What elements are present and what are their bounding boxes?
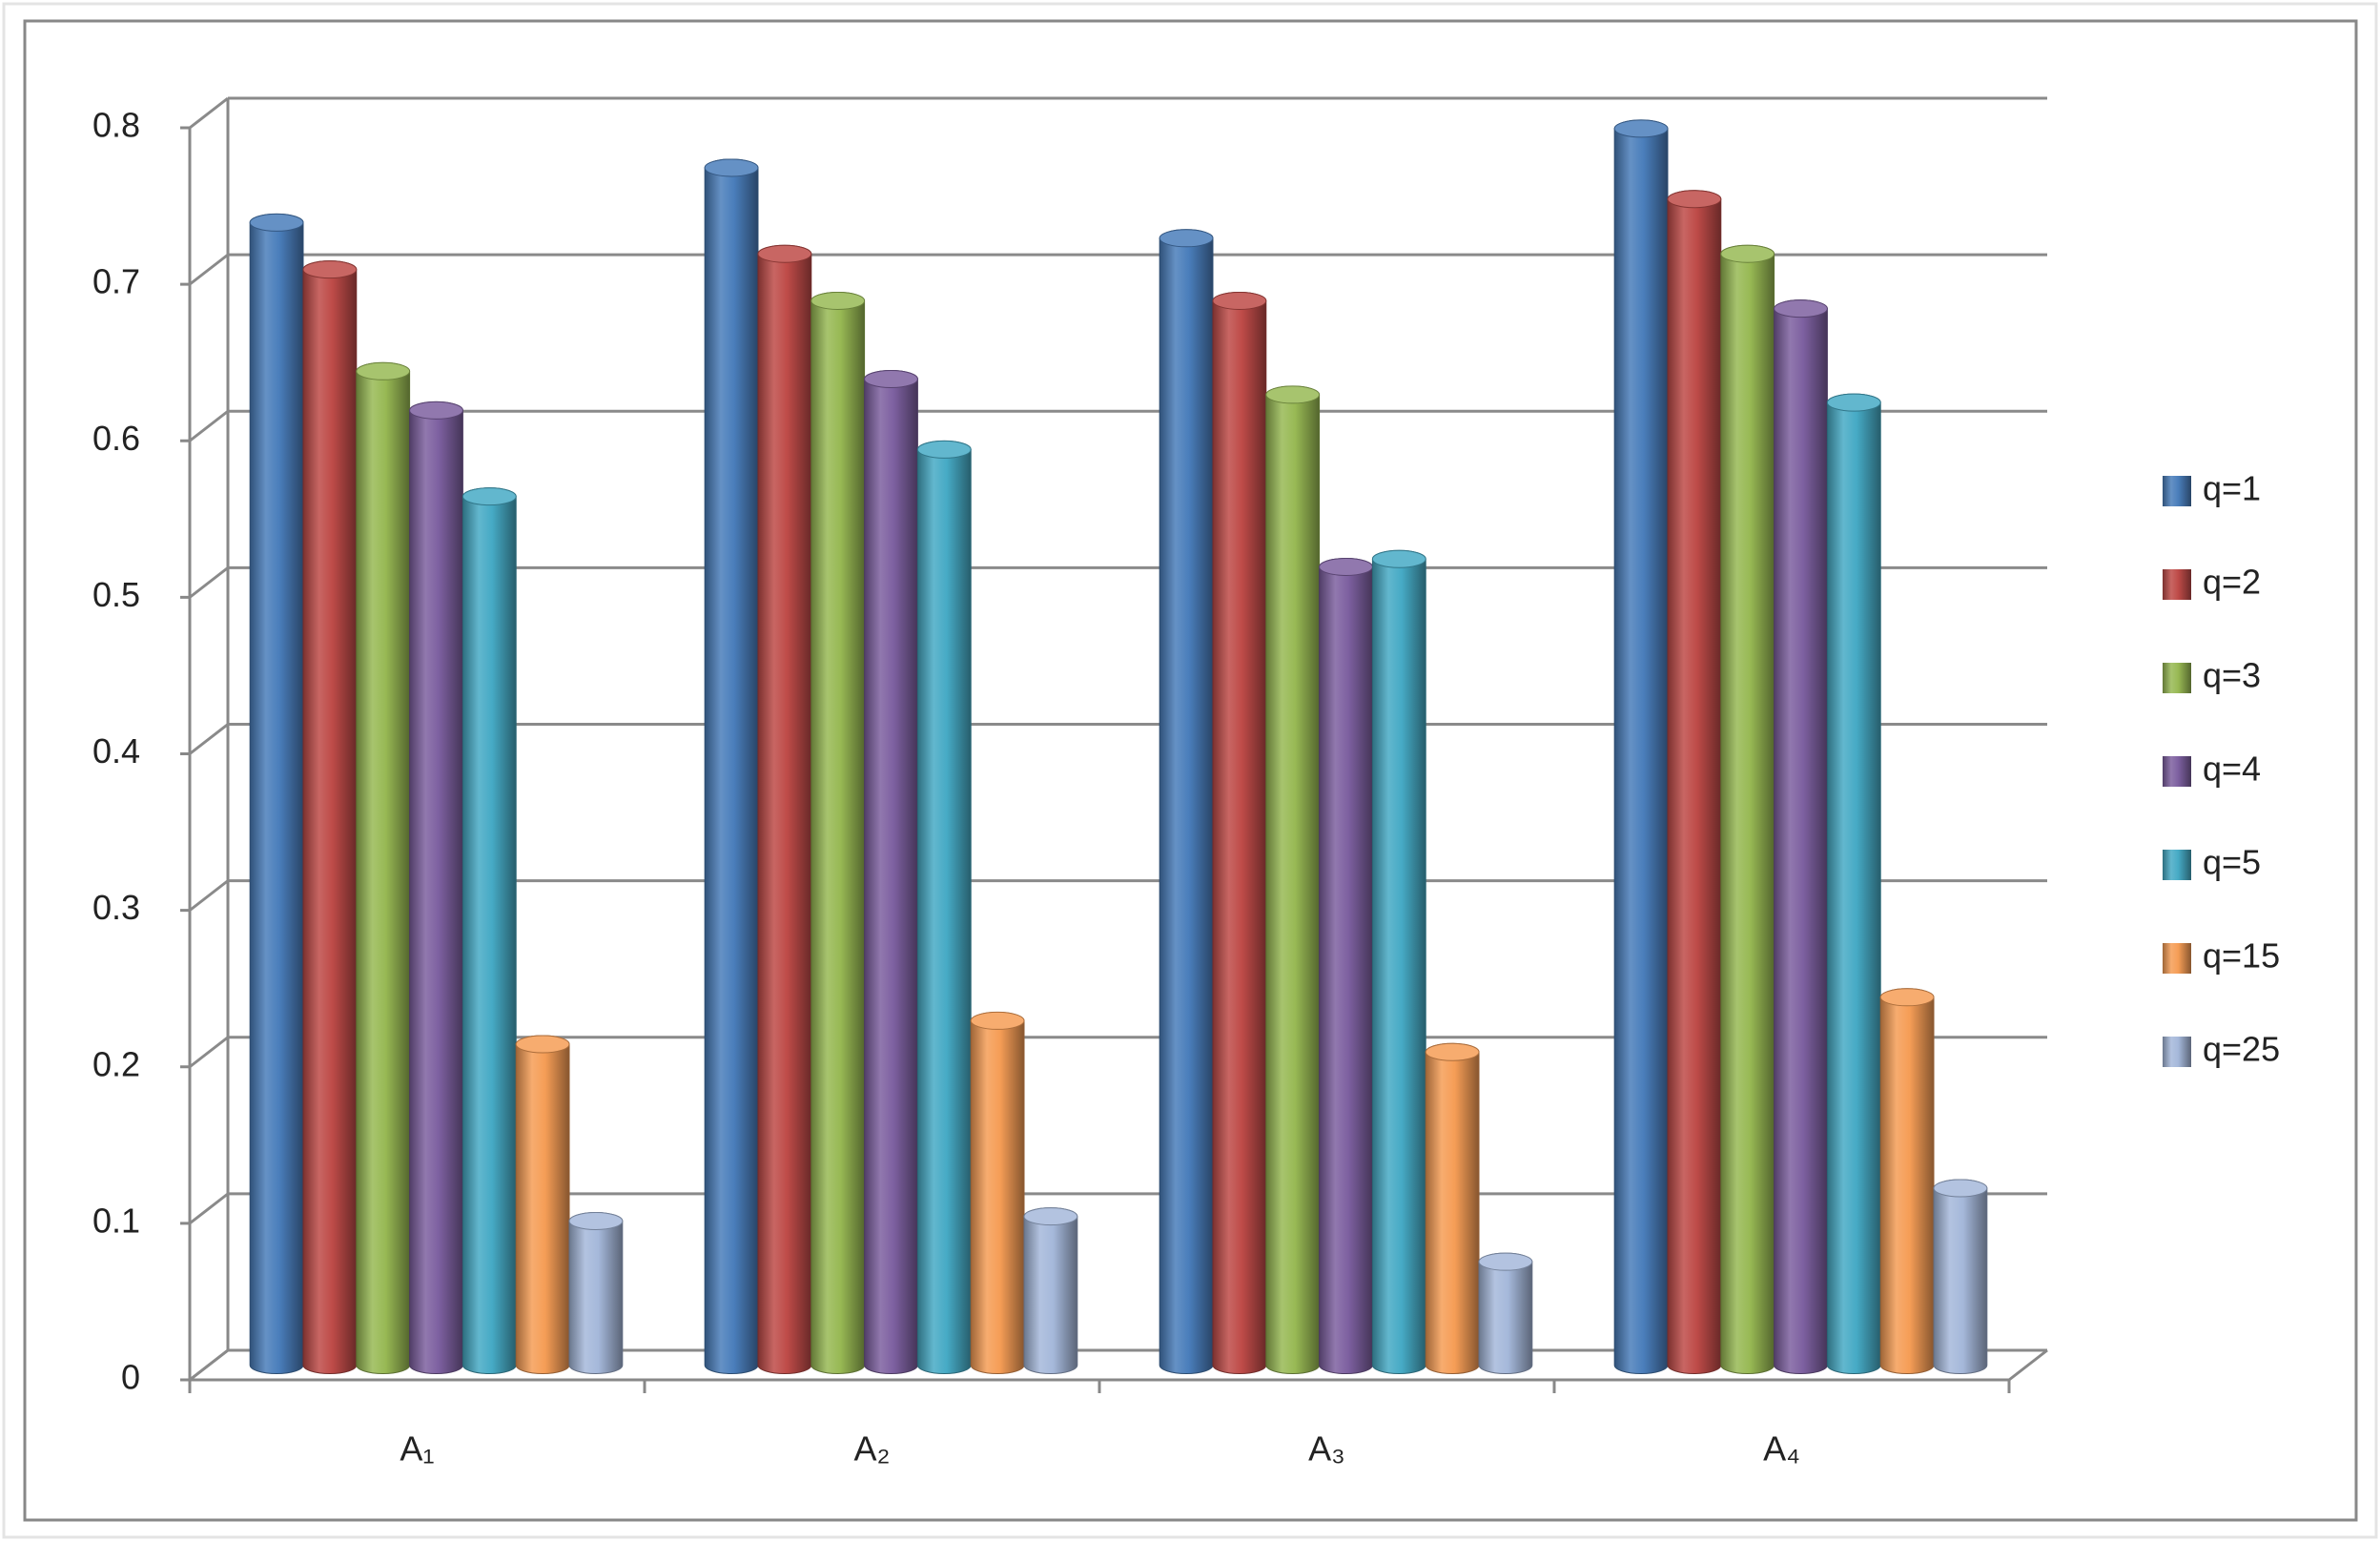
bar-cap (810, 291, 866, 310)
bar (1023, 1207, 1078, 1375)
legend-label: q=15 (2203, 936, 2280, 976)
bar (970, 1011, 1025, 1375)
grid-side (189, 253, 229, 286)
grid-side (189, 1036, 229, 1068)
bar-cap (1212, 291, 1267, 310)
bar (1774, 299, 1828, 1374)
bar-cap (1265, 385, 1321, 404)
bar-cap (1159, 229, 1214, 248)
legend-label: q=25 (2203, 1030, 2280, 1069)
bar-cap (757, 244, 812, 263)
bar (1667, 190, 1722, 1375)
legend-swatch (2163, 569, 2191, 600)
bar (757, 244, 812, 1374)
bar (1265, 385, 1321, 1375)
bar (1826, 393, 1881, 1375)
legend-label: q=5 (2203, 843, 2261, 882)
bar (1613, 119, 1669, 1375)
bar-cap (970, 1011, 1025, 1030)
legend-label: q=1 (2203, 469, 2261, 508)
legend-swatch (2163, 1037, 2191, 1067)
bar (864, 370, 918, 1374)
bar-cap (1720, 244, 1775, 263)
grid-side (189, 879, 229, 912)
legend-swatch (2163, 476, 2191, 506)
bar-cap (1613, 119, 1669, 138)
legend-swatch (2163, 663, 2191, 693)
bar (1425, 1042, 1480, 1375)
bar-cap (704, 158, 759, 177)
bar-cap (409, 401, 463, 420)
grid-side (189, 410, 229, 442)
bar (409, 401, 463, 1375)
x-tick-label: A₂ (854, 1429, 891, 1469)
legend-label: q=3 (2203, 656, 2261, 695)
y-tick-label: 0.4 (92, 731, 140, 770)
bar-cap (249, 213, 304, 232)
y-tick-label: 0.5 (92, 575, 140, 614)
bar (1159, 229, 1214, 1375)
bar-cap (1667, 190, 1722, 209)
bar (515, 1035, 570, 1374)
bar-cap (916, 440, 972, 459)
bar-cap (356, 361, 411, 380)
grid-side (189, 1192, 229, 1225)
bar (1720, 244, 1775, 1375)
bar (704, 158, 759, 1374)
y-tick-label: 0.6 (92, 419, 140, 458)
bar-cap (1023, 1207, 1078, 1226)
grid-side (189, 566, 229, 599)
bar (1933, 1179, 1988, 1375)
bar (249, 213, 304, 1375)
grid-side (189, 96, 229, 130)
bar-cap (864, 370, 918, 389)
bar-cap (515, 1035, 570, 1054)
bar-cap (1425, 1042, 1480, 1061)
bar (1879, 988, 1935, 1375)
y-tick-label: 0.8 (92, 106, 140, 145)
y-tick-label: 0.7 (92, 262, 140, 301)
y-tick-label: 0 (121, 1358, 140, 1397)
bar (916, 440, 972, 1374)
bar-cap (1879, 988, 1935, 1007)
legend-swatch (2163, 943, 2191, 974)
y-tick-label: 0.2 (92, 1044, 140, 1083)
bar (1371, 549, 1426, 1375)
legend-label: q=2 (2203, 563, 2261, 602)
bar-cap (1319, 557, 1373, 576)
x-tick-label: A₃ (1308, 1429, 1345, 1469)
grid-side (189, 1348, 229, 1382)
bar (1212, 291, 1267, 1375)
x-tick-label: A₁ (400, 1429, 434, 1469)
grid-side (189, 723, 229, 755)
bar-cap (1774, 299, 1828, 318)
legend-swatch (2163, 756, 2191, 787)
y-tick-label: 0.3 (92, 888, 140, 927)
bar-cap (1371, 549, 1426, 568)
bar (810, 291, 866, 1375)
legend-label: q=4 (2203, 750, 2261, 789)
bar (302, 260, 358, 1374)
x-tick-label: A₄ (1763, 1429, 1800, 1469)
bar (462, 487, 517, 1374)
bar (1319, 558, 1373, 1374)
y-tick-label: 0.1 (92, 1201, 140, 1240)
bar-cap (302, 260, 358, 279)
bar-cap (1478, 1252, 1533, 1271)
bar (356, 361, 411, 1374)
bar-cap (1933, 1179, 1988, 1198)
bar-cap (568, 1212, 624, 1231)
bar-cap (1826, 393, 1881, 412)
bar (1478, 1252, 1533, 1375)
bar (568, 1212, 624, 1374)
legend-swatch (2163, 850, 2191, 880)
bar-cap (462, 487, 517, 506)
floor-right-edge (2008, 1348, 2048, 1382)
